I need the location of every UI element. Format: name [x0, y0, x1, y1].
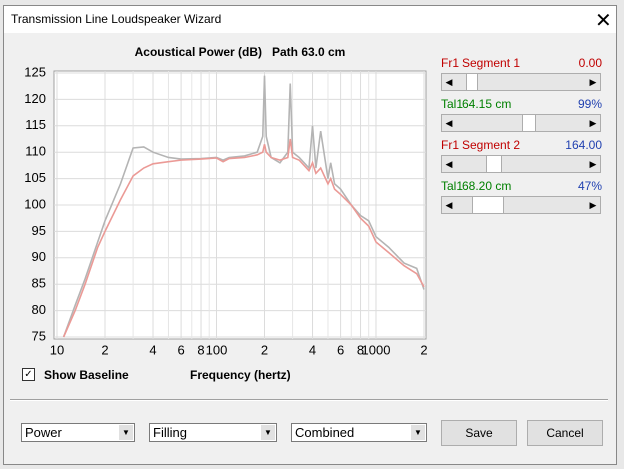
- y-tick-label: 115: [25, 117, 46, 132]
- y-tick-label: 75: [32, 328, 46, 343]
- checkbox[interactable]: ✓: [22, 368, 35, 381]
- x-tick-label: 8: [197, 342, 204, 357]
- scroll-thumb[interactable]: [466, 74, 478, 90]
- segment-tag: Fr1: [441, 56, 459, 70]
- scrollbar[interactable]: ◀ ▶: [441, 114, 601, 132]
- y-tick-label: 125: [24, 64, 46, 79]
- close-button[interactable]: ✕: [595, 10, 612, 32]
- segment-label: Segment 1: [462, 56, 521, 70]
- x-tick-label: 1000: [362, 342, 391, 357]
- scroll-left[interactable]: ◀: [445, 77, 453, 87]
- dropdown-text: Power: [25, 425, 62, 440]
- dropdown-text: Filling: [153, 425, 187, 440]
- scrollbar[interactable]: ◀ ▶: [441, 196, 601, 214]
- x-tick-label: 2: [261, 342, 268, 357]
- dropdown[interactable]: Filling ▼: [149, 423, 277, 442]
- y-tick-label: 90: [32, 249, 46, 264]
- x-axis-label: Frequency (hertz): [190, 368, 291, 382]
- y-tick-label: 120: [24, 91, 46, 106]
- window-title: Transmission Line Loudspeaker Wizard: [11, 12, 222, 26]
- y-tick-label: 95: [32, 223, 46, 238]
- scroll-left[interactable]: ◀: [445, 200, 453, 210]
- baseline-label[interactable]: Show Baseline: [44, 368, 129, 382]
- separator: [10, 399, 608, 401]
- dropdown-text: Combined: [295, 425, 355, 440]
- dropdown[interactable]: Power ▼: [21, 423, 135, 442]
- scroll-thumb[interactable]: [472, 197, 504, 213]
- dropdown-arrow[interactable]: ▼: [119, 425, 133, 440]
- scrollbar[interactable]: ◀ ▶: [441, 73, 601, 91]
- x-tick-label: 6: [337, 342, 344, 357]
- x-tick-label: 4: [309, 342, 316, 357]
- dropdown-arrow[interactable]: ▼: [411, 425, 425, 440]
- x-tick-label: 100: [206, 342, 228, 357]
- segment-value: 164.00: [565, 138, 602, 152]
- segment-value: 0.00: [578, 56, 602, 70]
- scroll-thumb[interactable]: [486, 156, 502, 172]
- x-tick-label: 6: [177, 342, 184, 357]
- segment-value: 99%: [577, 97, 602, 111]
- segment-label: 64.15 cm: [462, 97, 512, 111]
- scroll-right[interactable]: ▶: [589, 159, 597, 169]
- segment-tag: Tal1: [441, 97, 464, 111]
- segment-value: 47%: [577, 179, 602, 193]
- scrollbar[interactable]: ◀ ▶: [441, 155, 601, 173]
- scroll-left[interactable]: ◀: [445, 159, 453, 169]
- x-tick-label: 8: [357, 342, 364, 357]
- segment-tag: Tal1: [441, 179, 464, 193]
- dropdown[interactable]: Combined ▼: [291, 423, 427, 442]
- title-bar: [3, 5, 617, 33]
- segment-label: Segment 2: [462, 138, 521, 152]
- segment-tag: Fr1: [441, 138, 459, 152]
- x-tick-label: 10: [50, 342, 64, 357]
- save-button[interactable]: Save: [441, 420, 517, 446]
- scroll-thumb[interactable]: [522, 115, 536, 131]
- chart: Acoustical Power (dB) Path 63.0 cm 75 80 8…: [24, 45, 427, 357]
- x-tick-label: 2: [420, 342, 427, 357]
- x-tick-label: 2: [101, 342, 108, 357]
- segment-label: 68.20 cm: [462, 179, 512, 193]
- scroll-right[interactable]: ▶: [589, 77, 597, 87]
- scroll-left[interactable]: ◀: [445, 118, 453, 128]
- series-line: [62, 138, 425, 338]
- chart-title: Acoustical Power (dB) Path 63.0 cm: [135, 45, 346, 59]
- scroll-right[interactable]: ▶: [589, 200, 597, 210]
- y-tick-label: 85: [32, 276, 46, 291]
- y-tick-label: 110: [25, 144, 46, 159]
- x-tick-label: 4: [149, 342, 156, 357]
- dropdown-arrow[interactable]: ▼: [261, 425, 275, 440]
- scroll-right[interactable]: ▶: [589, 118, 597, 128]
- y-tick-label: 80: [32, 302, 46, 317]
- y-tick-label: 105: [24, 170, 46, 185]
- y-tick-label: 100: [24, 196, 46, 211]
- cancel-button[interactable]: Cancel: [527, 420, 603, 446]
